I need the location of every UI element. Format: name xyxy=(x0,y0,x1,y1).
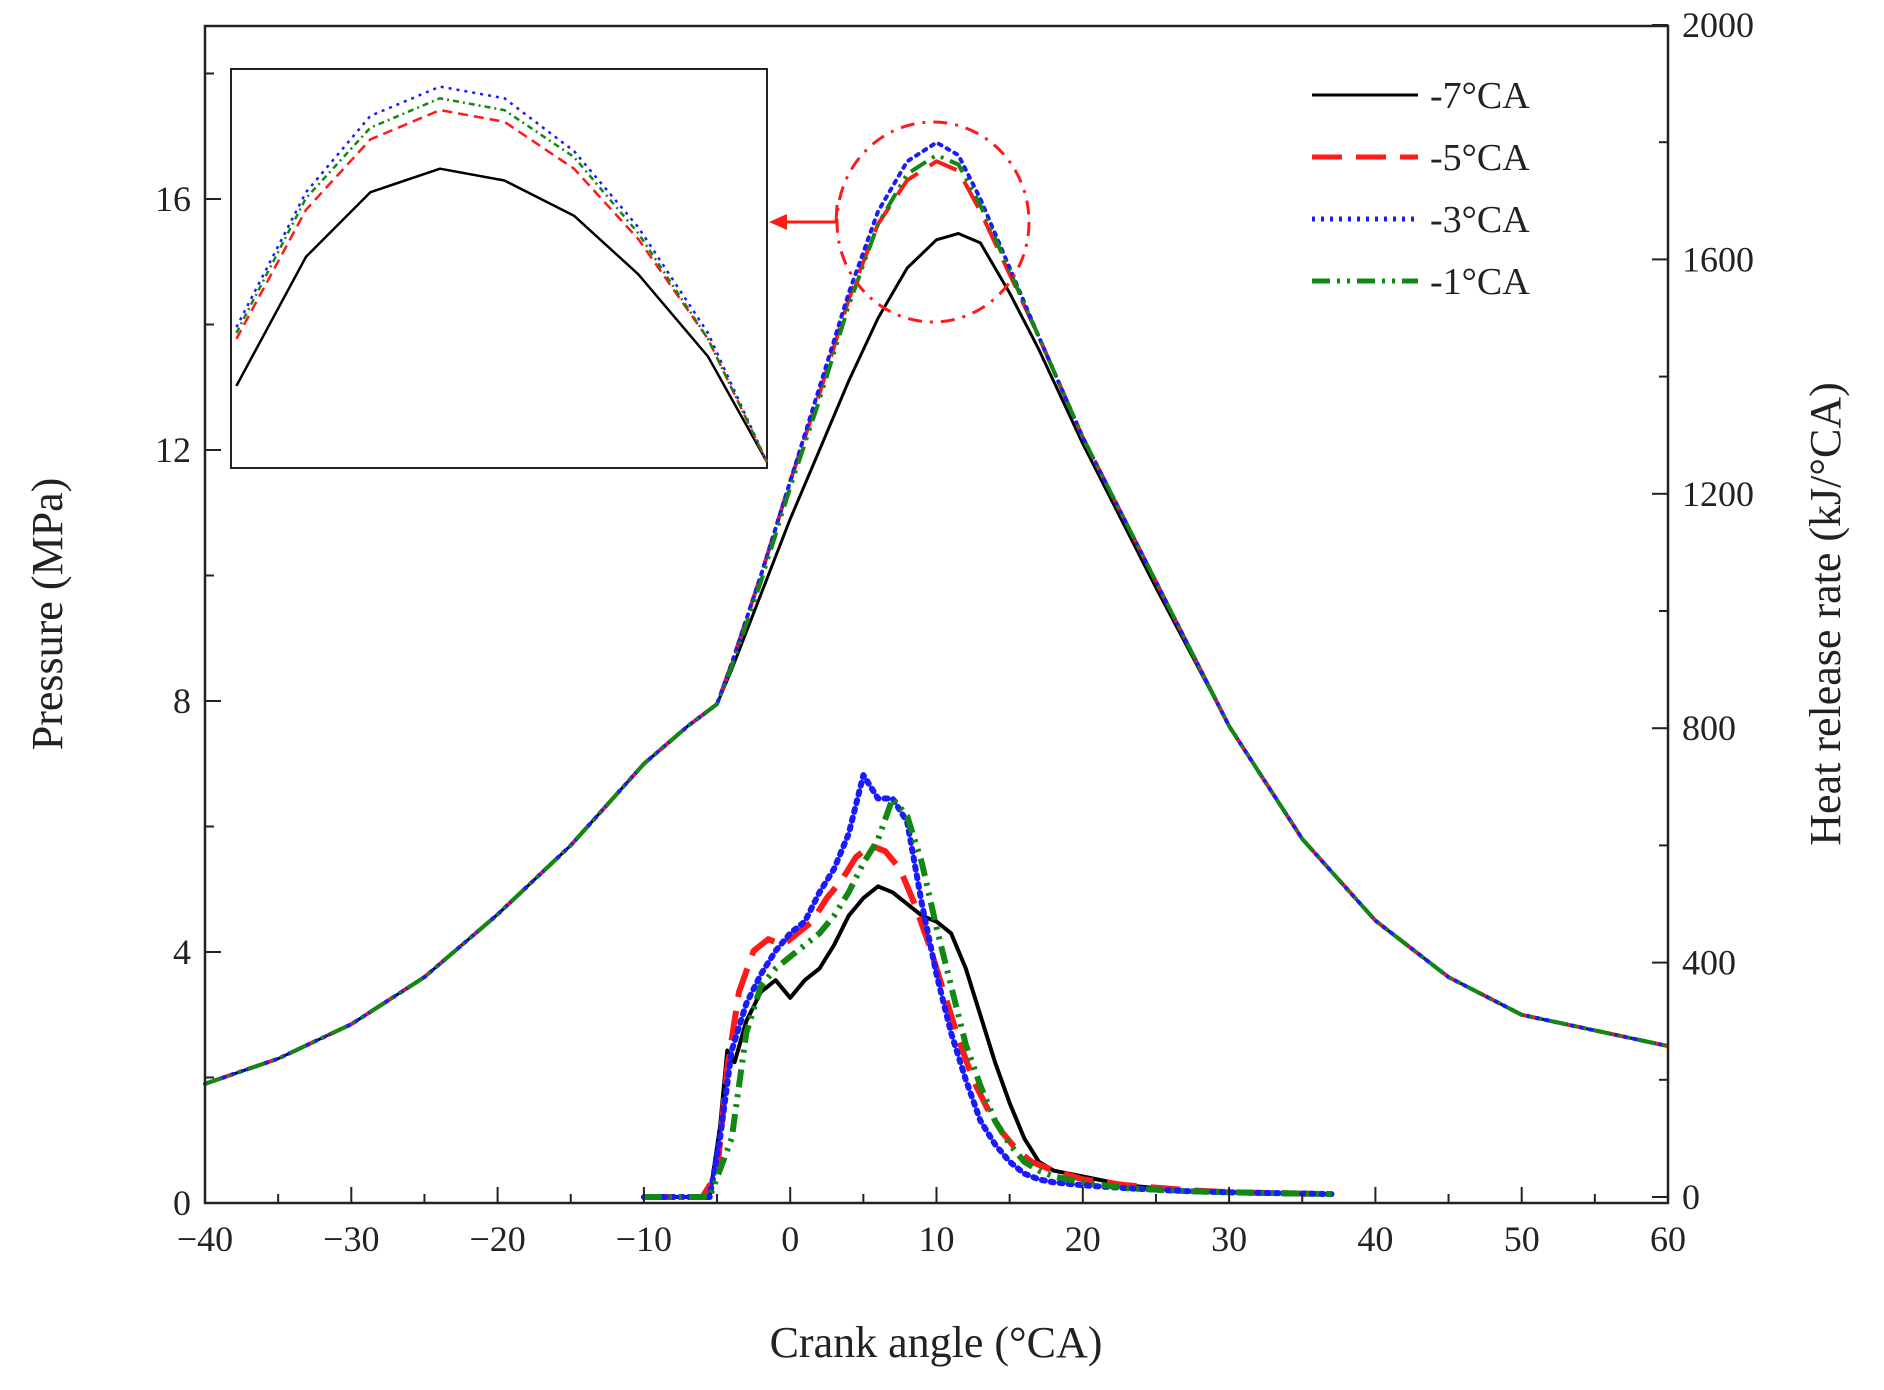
hrr-line-1ca xyxy=(643,795,1332,1200)
y-left-tick-label: 16 xyxy=(155,179,191,219)
x-axis-ticks: −40 −30 −20 −10 0 10 20 30 40 50 60 xyxy=(177,1187,1686,1259)
legend-label-7ca: -7°CA xyxy=(1430,75,1530,117)
legend-label-1ca: -1°CA xyxy=(1430,261,1530,303)
y-left-axis-title: Pressure (MPa) xyxy=(23,478,72,751)
hrr-line-5ca xyxy=(643,842,1332,1200)
y-left-tick-label: 8 xyxy=(173,681,191,721)
y-left-tick-label: 12 xyxy=(155,430,191,470)
y-right-tick-label: 0 xyxy=(1682,1177,1700,1217)
x-tick-label: 60 xyxy=(1650,1219,1686,1259)
y-right-axis-title: Heat release rate (kJ/°CA) xyxy=(1801,382,1850,845)
y-left-tick-label: 0 xyxy=(173,1183,191,1223)
x-tick-label: 40 xyxy=(1357,1219,1393,1259)
pressure-line-3ca xyxy=(203,140,1670,1086)
x-tick-label: −40 xyxy=(177,1219,233,1259)
y-right-tick-label: 400 xyxy=(1682,943,1736,983)
x-tick-label: 10 xyxy=(919,1219,955,1259)
legend: -7°CA -5°CA -3°CA -1°CA xyxy=(1312,75,1530,303)
inset-line-1ca xyxy=(235,97,769,463)
x-tick-label: 20 xyxy=(1065,1219,1101,1259)
y-left-tick-label: 4 xyxy=(173,932,191,972)
x-tick-label: −20 xyxy=(469,1219,525,1259)
y-right-axis-ticks: 0 400 800 1200 1600 2000 xyxy=(1652,5,1754,1217)
inset-frame xyxy=(230,68,768,469)
inset-line-7ca xyxy=(235,167,769,463)
legend-label-5ca: -5°CA xyxy=(1430,137,1530,179)
x-tick-label: 30 xyxy=(1211,1219,1247,1259)
inset-arrow xyxy=(785,204,839,224)
inset-line-3ca xyxy=(235,85,769,463)
x-tick-label: −30 xyxy=(323,1219,379,1259)
y-right-tick-label: 1600 xyxy=(1682,239,1754,279)
x-tick-label: 0 xyxy=(781,1219,799,1259)
legend-label-3ca: -3°CA xyxy=(1430,199,1530,241)
y-right-tick-label: 2000 xyxy=(1682,5,1754,45)
y-right-tick-label: 1200 xyxy=(1682,474,1754,514)
series-layer xyxy=(203,140,1670,1200)
inset-arrow-head xyxy=(769,214,787,230)
x-axis-title: Crank angle (°CA) xyxy=(770,1318,1103,1367)
pressure-line-1ca xyxy=(204,153,1669,1086)
y-left-axis-ticks: 0 4 8 12 16 xyxy=(155,72,221,1223)
y-right-tick-label: 800 xyxy=(1682,708,1736,748)
x-tick-label: 50 xyxy=(1504,1219,1540,1259)
inset-layer xyxy=(235,85,769,463)
x-tick-label: −10 xyxy=(616,1219,672,1259)
